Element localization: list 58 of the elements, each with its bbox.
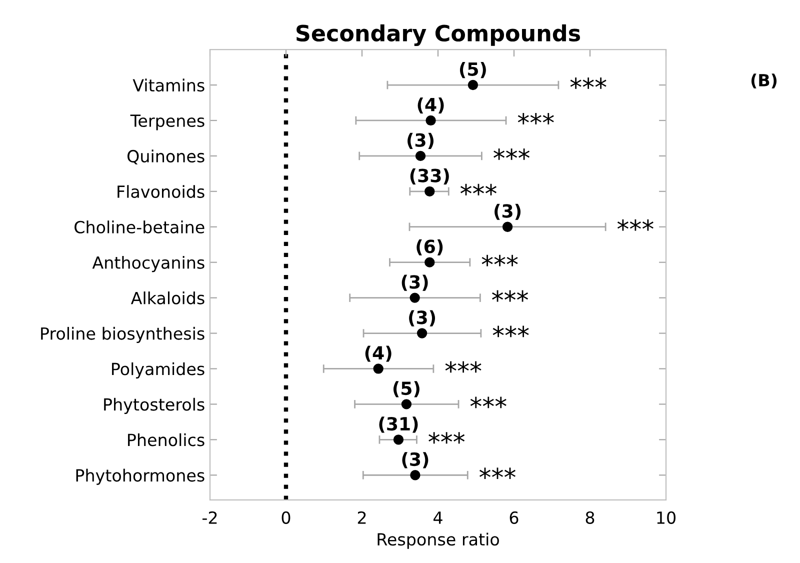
x-tick-label: 0 xyxy=(282,511,290,524)
annotation: *** xyxy=(470,396,506,408)
annotation: *** xyxy=(482,254,518,266)
x-tick-label: 6 xyxy=(510,511,518,524)
x-tick-label: 4 xyxy=(434,512,442,524)
annotation: (4) xyxy=(365,346,392,362)
x-tick-label: -2 xyxy=(202,511,217,524)
x-axis-title: Response ratio xyxy=(378,532,499,549)
point xyxy=(424,186,435,196)
annotation: (31) xyxy=(379,416,418,433)
annotation: (3) xyxy=(494,204,521,220)
y-tick-label: Alkaloids xyxy=(130,291,204,304)
annotation: (3) xyxy=(409,310,436,326)
annotation: *** xyxy=(617,219,654,231)
point xyxy=(416,328,428,338)
text: (B) xyxy=(751,74,777,88)
annotation: (33) xyxy=(410,168,449,184)
y-tick-label: Quinones xyxy=(128,150,204,164)
point xyxy=(401,399,412,410)
annotation: (4) xyxy=(418,97,444,114)
x-tick-label: 8 xyxy=(586,511,594,524)
annotation: (3) xyxy=(402,274,428,291)
annotation: *** xyxy=(494,148,530,160)
y-tick-label: Phenolics xyxy=(128,433,204,446)
annotation: *** xyxy=(492,326,529,338)
point xyxy=(373,364,384,374)
chart-title: Secondary Compounds xyxy=(296,24,580,46)
y-tick-label: Flavonoids xyxy=(118,185,204,198)
y-tick-label: Polyamides xyxy=(112,362,204,379)
point xyxy=(415,150,426,162)
x-tick-label: 2 xyxy=(358,511,366,524)
annotation: *** xyxy=(460,184,497,196)
point xyxy=(393,434,404,445)
y-tick-label: Terpenes xyxy=(130,114,204,130)
annotation: (6) xyxy=(416,239,443,256)
y-tick-label: Phytosterols xyxy=(104,398,204,414)
point xyxy=(410,292,420,303)
annotation: *** xyxy=(492,290,528,302)
y-tick-label: Choline-betaine xyxy=(74,220,204,234)
annotation: (5) xyxy=(393,381,420,398)
annotation: *** xyxy=(428,432,465,444)
point xyxy=(410,470,420,480)
y-tick-label: Phytohormones xyxy=(76,468,204,485)
annotation: (5) xyxy=(460,62,486,78)
annotation: *** xyxy=(518,112,554,124)
point xyxy=(502,222,513,232)
y-tick-label: Proline biosynthesis xyxy=(41,326,204,344)
y-tick-label: Vitamins xyxy=(132,78,204,92)
annotation: (3) xyxy=(402,452,428,468)
point xyxy=(426,115,436,126)
annotation: (3) xyxy=(408,132,434,150)
y-tick-label: Anthocyanins xyxy=(92,256,204,272)
annotation: *** xyxy=(479,468,516,480)
annotation: *** xyxy=(570,78,606,89)
annotation: *** xyxy=(445,361,482,373)
point xyxy=(424,257,435,268)
point xyxy=(468,80,478,90)
x-tick-label: 10 xyxy=(657,511,676,524)
